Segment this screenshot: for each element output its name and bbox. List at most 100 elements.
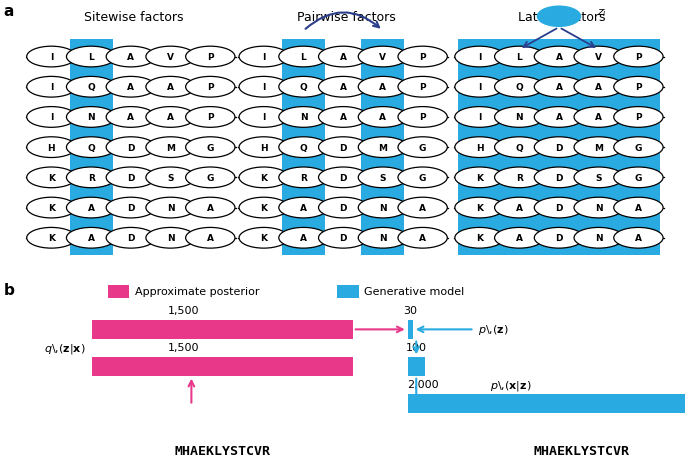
Circle shape [279, 138, 328, 158]
Circle shape [495, 168, 544, 188]
Text: D: D [340, 204, 347, 213]
Text: A: A [300, 234, 307, 243]
Text: P: P [635, 83, 642, 92]
Text: N: N [595, 234, 603, 243]
Circle shape [106, 228, 155, 249]
Text: M: M [378, 144, 388, 152]
Text: K: K [260, 204, 267, 213]
Text: $p$\,($\bf{x}$|$\bf{z}$): $p$\,($\bf{x}$|$\bf{z}$) [490, 378, 532, 392]
Circle shape [186, 198, 235, 219]
Text: K: K [48, 204, 55, 213]
Text: P: P [419, 113, 426, 122]
Circle shape [279, 168, 328, 188]
Circle shape [534, 198, 584, 219]
Text: I: I [262, 53, 265, 62]
Circle shape [319, 107, 368, 128]
Circle shape [106, 198, 155, 219]
Text: N: N [379, 234, 387, 243]
Text: H: H [475, 144, 484, 152]
Text: S: S [379, 174, 386, 182]
Circle shape [239, 77, 288, 98]
Circle shape [239, 138, 288, 158]
Text: A: A [556, 113, 562, 122]
Bar [408, 320, 413, 339]
Circle shape [106, 138, 155, 158]
Circle shape [186, 47, 235, 68]
Text: A: A [167, 83, 174, 92]
Circle shape [27, 77, 76, 98]
Text: A: A [207, 204, 214, 213]
Text: P: P [207, 113, 214, 122]
Text: M: M [166, 144, 175, 152]
Text: K: K [260, 174, 267, 182]
FancyBboxPatch shape [282, 40, 325, 256]
Circle shape [239, 168, 288, 188]
Circle shape [146, 77, 195, 98]
Text: A: A [127, 113, 134, 122]
Text: D: D [127, 234, 134, 243]
Text: G: G [419, 144, 426, 152]
Circle shape [239, 107, 288, 128]
Text: K: K [260, 234, 267, 243]
Text: G: G [207, 144, 214, 152]
Text: I: I [478, 83, 481, 92]
Text: Pairwise factors: Pairwise factors [297, 11, 395, 24]
Circle shape [614, 168, 663, 188]
Text: Approximate posterior: Approximate posterior [135, 287, 260, 297]
Circle shape [66, 228, 116, 249]
Circle shape [319, 168, 368, 188]
Bar [108, 285, 129, 298]
Circle shape [398, 198, 447, 219]
FancyBboxPatch shape [617, 40, 660, 256]
Circle shape [574, 138, 623, 158]
Text: D: D [340, 234, 347, 243]
Circle shape [495, 47, 544, 68]
Circle shape [239, 47, 288, 68]
Circle shape [398, 77, 447, 98]
Circle shape [358, 228, 408, 249]
Circle shape [319, 198, 368, 219]
Circle shape [186, 107, 235, 128]
Circle shape [27, 168, 76, 188]
Text: A: A [88, 204, 95, 213]
Circle shape [186, 77, 235, 98]
Text: G: G [419, 174, 426, 182]
Text: A: A [635, 204, 642, 213]
Text: A: A [127, 83, 134, 92]
Circle shape [319, 138, 368, 158]
Text: I: I [50, 113, 53, 122]
Text: I: I [50, 83, 53, 92]
Text: $z_i$: $z_i$ [597, 7, 607, 19]
Circle shape [398, 228, 447, 249]
Text: H: H [260, 144, 268, 152]
Circle shape [455, 138, 504, 158]
Circle shape [398, 168, 447, 188]
Circle shape [574, 77, 623, 98]
Text: Latent factors: Latent factors [518, 11, 606, 24]
Text: A: A [556, 83, 562, 92]
Circle shape [534, 107, 584, 128]
Bar [92, 320, 353, 339]
Circle shape [574, 228, 623, 249]
Ellipse shape [536, 6, 581, 28]
Text: V: V [595, 53, 602, 62]
Text: A: A [340, 83, 347, 92]
Text: Q: Q [299, 144, 308, 152]
Circle shape [614, 138, 663, 158]
Bar [408, 357, 425, 376]
Circle shape [27, 138, 76, 158]
Bar [408, 394, 685, 413]
Text: L: L [88, 53, 94, 62]
Text: A: A [207, 234, 214, 243]
Bar [337, 285, 359, 298]
Circle shape [186, 168, 235, 188]
Text: MHAEKLYSTCVR: MHAEKLYSTCVR [533, 444, 629, 457]
Text: M: M [594, 144, 603, 152]
Circle shape [495, 77, 544, 98]
Circle shape [358, 168, 408, 188]
Text: A: A [556, 53, 562, 62]
Text: A: A [300, 204, 307, 213]
Circle shape [239, 198, 288, 219]
Text: $q$\,($\bf{z}$|$\bf{x}$): $q$\,($\bf{z}$|$\bf{x}$) [44, 341, 86, 355]
FancyBboxPatch shape [538, 40, 580, 256]
